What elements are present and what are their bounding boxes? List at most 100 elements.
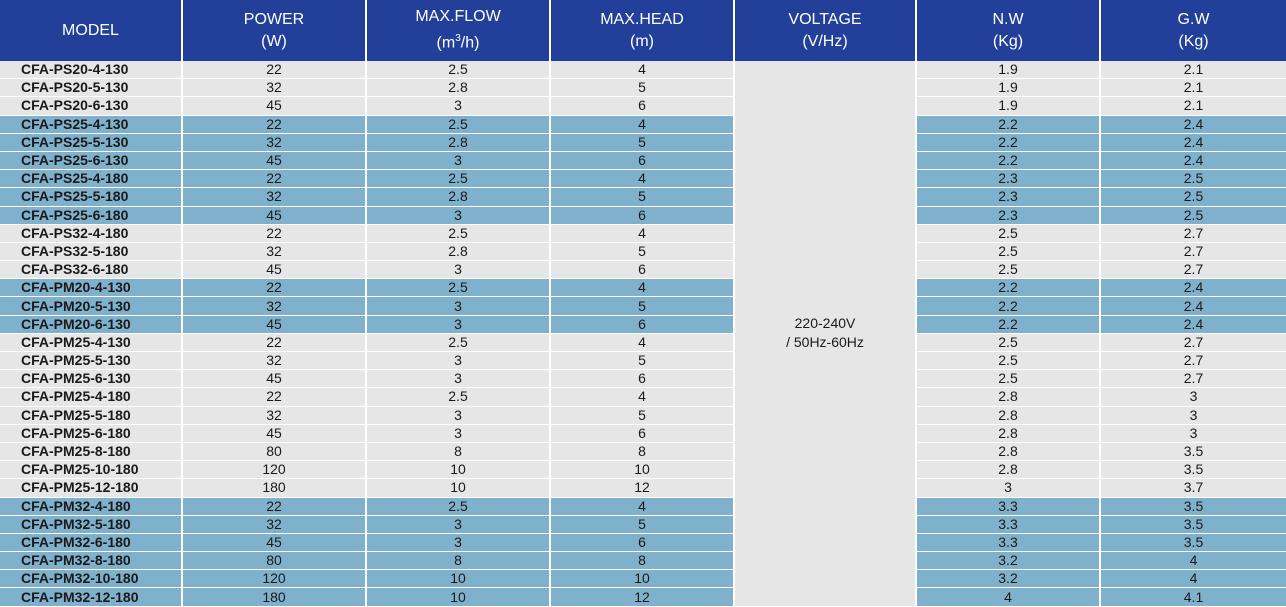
- max-flow-cell: 3: [366, 533, 551, 553]
- table-row: CFA-PM25-10-180 120 10 10 2.8 3.5: [0, 460, 1286, 480]
- model-cell: CFA-PS25-5-130: [0, 133, 183, 152]
- power-cell: 32: [182, 187, 367, 207]
- net-weight-cell: 2.5: [916, 369, 1101, 389]
- power-cell: 120: [182, 569, 367, 589]
- header-row: MODEL POWER (W) MAX.FLOW (m3/h) MAX.HEAD…: [0, 0, 1286, 61]
- model-cell: CFA-PM25-6-130: [0, 369, 183, 389]
- max-head-cell: 6: [550, 315, 735, 334]
- max-flow-cell: 3: [366, 315, 551, 334]
- model-cell: CFA-PM25-5-180: [0, 406, 183, 425]
- table-body: CFA-PS20-4-130 22 2.5 4 220-240V/ 50Hz-60Hz 1…: [0, 61, 1286, 607]
- max-flow-cell: 3: [366, 296, 551, 316]
- power-cell: 22: [182, 278, 367, 298]
- net-weight-cell: 1.9: [916, 61, 1101, 80]
- max-head-cell: 4: [550, 169, 735, 189]
- max-flow-cell: 2.8: [366, 78, 551, 98]
- table-row: CFA-PM32-10-180 120 10 10 3.2 4: [0, 569, 1286, 589]
- max-flow-cell: 2.5: [366, 169, 551, 189]
- max-flow-cell: 10: [366, 460, 551, 480]
- power-cell: 45: [182, 206, 367, 225]
- net-weight-cell: 2.3: [916, 169, 1101, 189]
- table-row: CFA-PS20-4-130 22 2.5 4 220-240V/ 50Hz-60Hz 1…: [0, 61, 1286, 607]
- table-row: CFA-PM20-4-130 22 2.5 4 2.2 2.4: [0, 278, 1286, 298]
- model-cell: CFA-PM25-5-130: [0, 351, 183, 371]
- gross-weight-cell: 2.7: [1100, 224, 1286, 243]
- model-cell: CFA-PM20-5-130: [0, 296, 183, 316]
- max-head-cell: 5: [550, 187, 735, 207]
- max-flow-cell: 3: [366, 515, 551, 534]
- table-row: CFA-PS20-5-130 32 2.8 5 1.9 2.1: [0, 78, 1286, 98]
- max-flow-cell: 10: [366, 478, 551, 498]
- net-weight-cell: 2.8: [916, 442, 1101, 462]
- table-row: CFA-PM25-6-130 45 3 6 2.5 2.7: [0, 369, 1286, 389]
- max-head-cell: 6: [550, 260, 735, 280]
- max-flow-cell: 3: [366, 369, 551, 389]
- power-cell: 22: [182, 61, 367, 80]
- model-cell: CFA-PS25-4-180: [0, 169, 183, 189]
- max-head-cell: 4: [550, 224, 735, 243]
- power-cell: 32: [182, 78, 367, 98]
- gross-weight-cell: 3: [1100, 424, 1286, 443]
- gross-weight-cell: 3.7: [1100, 478, 1286, 498]
- header-flow-unit: (m3/h): [436, 33, 480, 52]
- max-flow-cell: 2.5: [366, 387, 551, 407]
- model-cell: CFA-PS20-6-130: [0, 96, 183, 116]
- max-flow-cell: 3: [366, 96, 551, 116]
- max-flow-cell: 3: [366, 206, 551, 225]
- table-row: CFA-PS25-6-180 45 3 6 2.3 2.5: [0, 206, 1286, 225]
- max-head-cell: 8: [550, 551, 735, 571]
- max-flow-cell: 2.5: [366, 333, 551, 353]
- net-weight-cell: 2.2: [916, 151, 1101, 171]
- header-max-flow: MAX.FLOW (m3/h): [366, 0, 551, 61]
- header-max-head: MAX.HEAD (m): [550, 0, 735, 61]
- header-flow-label: MAX.FLOW: [415, 8, 501, 26]
- voltage-line-1: 220-240V: [794, 315, 856, 332]
- net-weight-cell: 2.5: [916, 333, 1101, 353]
- power-cell: 32: [182, 242, 367, 262]
- gross-weight-cell: 2.7: [1100, 242, 1286, 262]
- model-cell: CFA-PM32-8-180: [0, 551, 183, 571]
- max-flow-cell: 2.8: [366, 242, 551, 262]
- net-weight-cell: 1.9: [916, 78, 1101, 98]
- table-row: CFA-PM20-5-130 32 3 5 2.2 2.4: [0, 296, 1286, 316]
- gross-weight-cell: 2.4: [1100, 133, 1286, 152]
- net-weight-cell: 2.8: [916, 424, 1101, 443]
- model-cell: CFA-PS32-5-180: [0, 242, 183, 262]
- power-cell: 45: [182, 424, 367, 443]
- model-cell: CFA-PM20-4-130: [0, 278, 183, 298]
- header-power: POWER (W): [182, 0, 367, 61]
- max-head-cell: 4: [550, 278, 735, 298]
- model-cell: CFA-PM32-4-180: [0, 497, 183, 516]
- table-row: CFA-PM25-5-130 32 3 5 2.5 2.7: [0, 351, 1286, 371]
- max-flow-cell: 2.8: [366, 133, 551, 152]
- net-weight-cell: 2.2: [916, 296, 1101, 316]
- header-nw-unit: (Kg): [992, 32, 1024, 50]
- table-row: CFA-PS20-6-130 45 3 6 1.9 2.1: [0, 96, 1286, 116]
- max-flow-cell: 10: [366, 569, 551, 589]
- max-flow-cell: 3: [366, 424, 551, 443]
- model-cell: CFA-PS25-5-180: [0, 187, 183, 207]
- model-cell: CFA-PS20-4-130: [0, 61, 183, 80]
- gross-weight-cell: 2.7: [1100, 333, 1286, 353]
- max-flow-cell: 3: [366, 406, 551, 425]
- power-cell: 32: [182, 351, 367, 371]
- gross-weight-cell: 3.5: [1100, 515, 1286, 534]
- max-head-cell: 6: [550, 369, 735, 389]
- max-flow-cell: 3: [366, 260, 551, 280]
- header-model: MODEL: [0, 0, 183, 61]
- net-weight-cell: 1.9: [916, 96, 1101, 116]
- max-flow-cell: 3: [366, 151, 551, 171]
- model-cell: CFA-PM25-12-180: [0, 478, 183, 498]
- net-weight-cell: 2.5: [916, 351, 1101, 371]
- net-weight-cell: 2.8: [916, 387, 1101, 407]
- gross-weight-cell: 4.1: [1100, 587, 1286, 607]
- net-weight-cell: 2.5: [916, 242, 1101, 262]
- max-flow-cell: 8: [366, 551, 551, 571]
- gross-weight-cell: 2.5: [1100, 206, 1286, 225]
- header-head-label: MAX.HEAD: [600, 10, 684, 28]
- table-row: CFA-PS25-4-180 22 2.5 4 2.3 2.5: [0, 169, 1286, 189]
- power-cell: 80: [182, 551, 367, 571]
- gross-weight-cell: 2.7: [1100, 369, 1286, 389]
- table-row: CFA-PS25-4-130 22 2.5 4 2.2 2.4: [0, 115, 1286, 134]
- max-head-cell: 6: [550, 533, 735, 553]
